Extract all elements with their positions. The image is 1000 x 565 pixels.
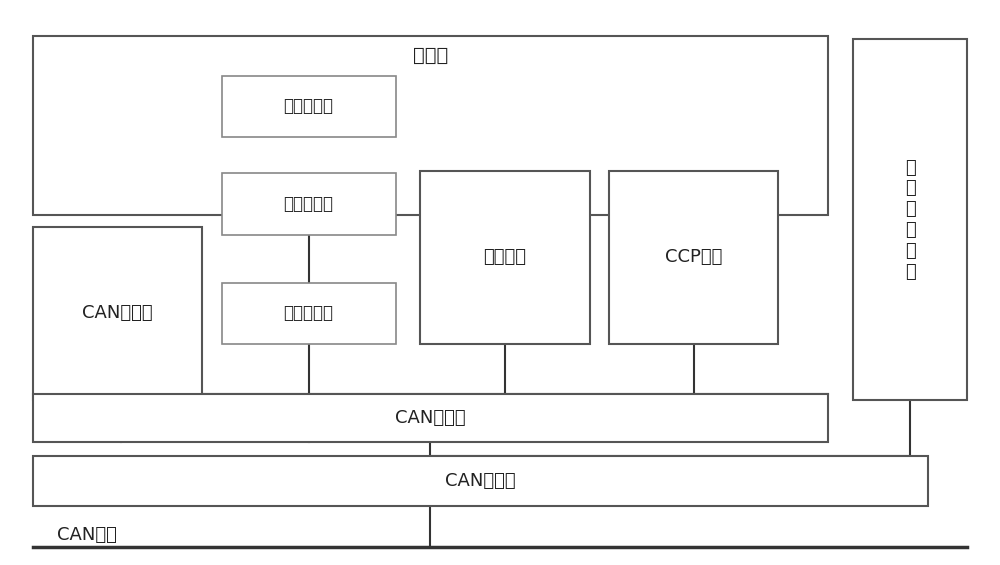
Text: CAN驱动层: CAN驱动层 [395, 409, 466, 427]
Text: CAN总线: CAN总线 [57, 527, 117, 544]
FancyBboxPatch shape [33, 36, 828, 215]
FancyBboxPatch shape [33, 394, 828, 442]
Text: 诊断服务层: 诊断服务层 [284, 195, 334, 213]
FancyBboxPatch shape [609, 171, 778, 344]
FancyBboxPatch shape [853, 39, 967, 400]
Text: CCP标定: CCP标定 [665, 249, 723, 266]
Text: 诊断应用层: 诊断应用层 [284, 97, 334, 115]
Text: CAN控制器: CAN控制器 [445, 472, 515, 490]
Text: CAN交互层: CAN交互层 [82, 305, 152, 322]
FancyBboxPatch shape [33, 456, 928, 506]
Text: 诊断网络层: 诊断网络层 [284, 305, 334, 322]
Text: 引
导
刷
新
软
件: 引 导 刷 新 软 件 [905, 159, 916, 281]
FancyBboxPatch shape [222, 173, 396, 235]
FancyBboxPatch shape [222, 282, 396, 344]
Text: 应用层: 应用层 [413, 46, 448, 66]
FancyBboxPatch shape [222, 76, 396, 137]
Text: 网络管理: 网络管理 [483, 249, 526, 266]
FancyBboxPatch shape [420, 171, 590, 344]
FancyBboxPatch shape [33, 227, 202, 400]
